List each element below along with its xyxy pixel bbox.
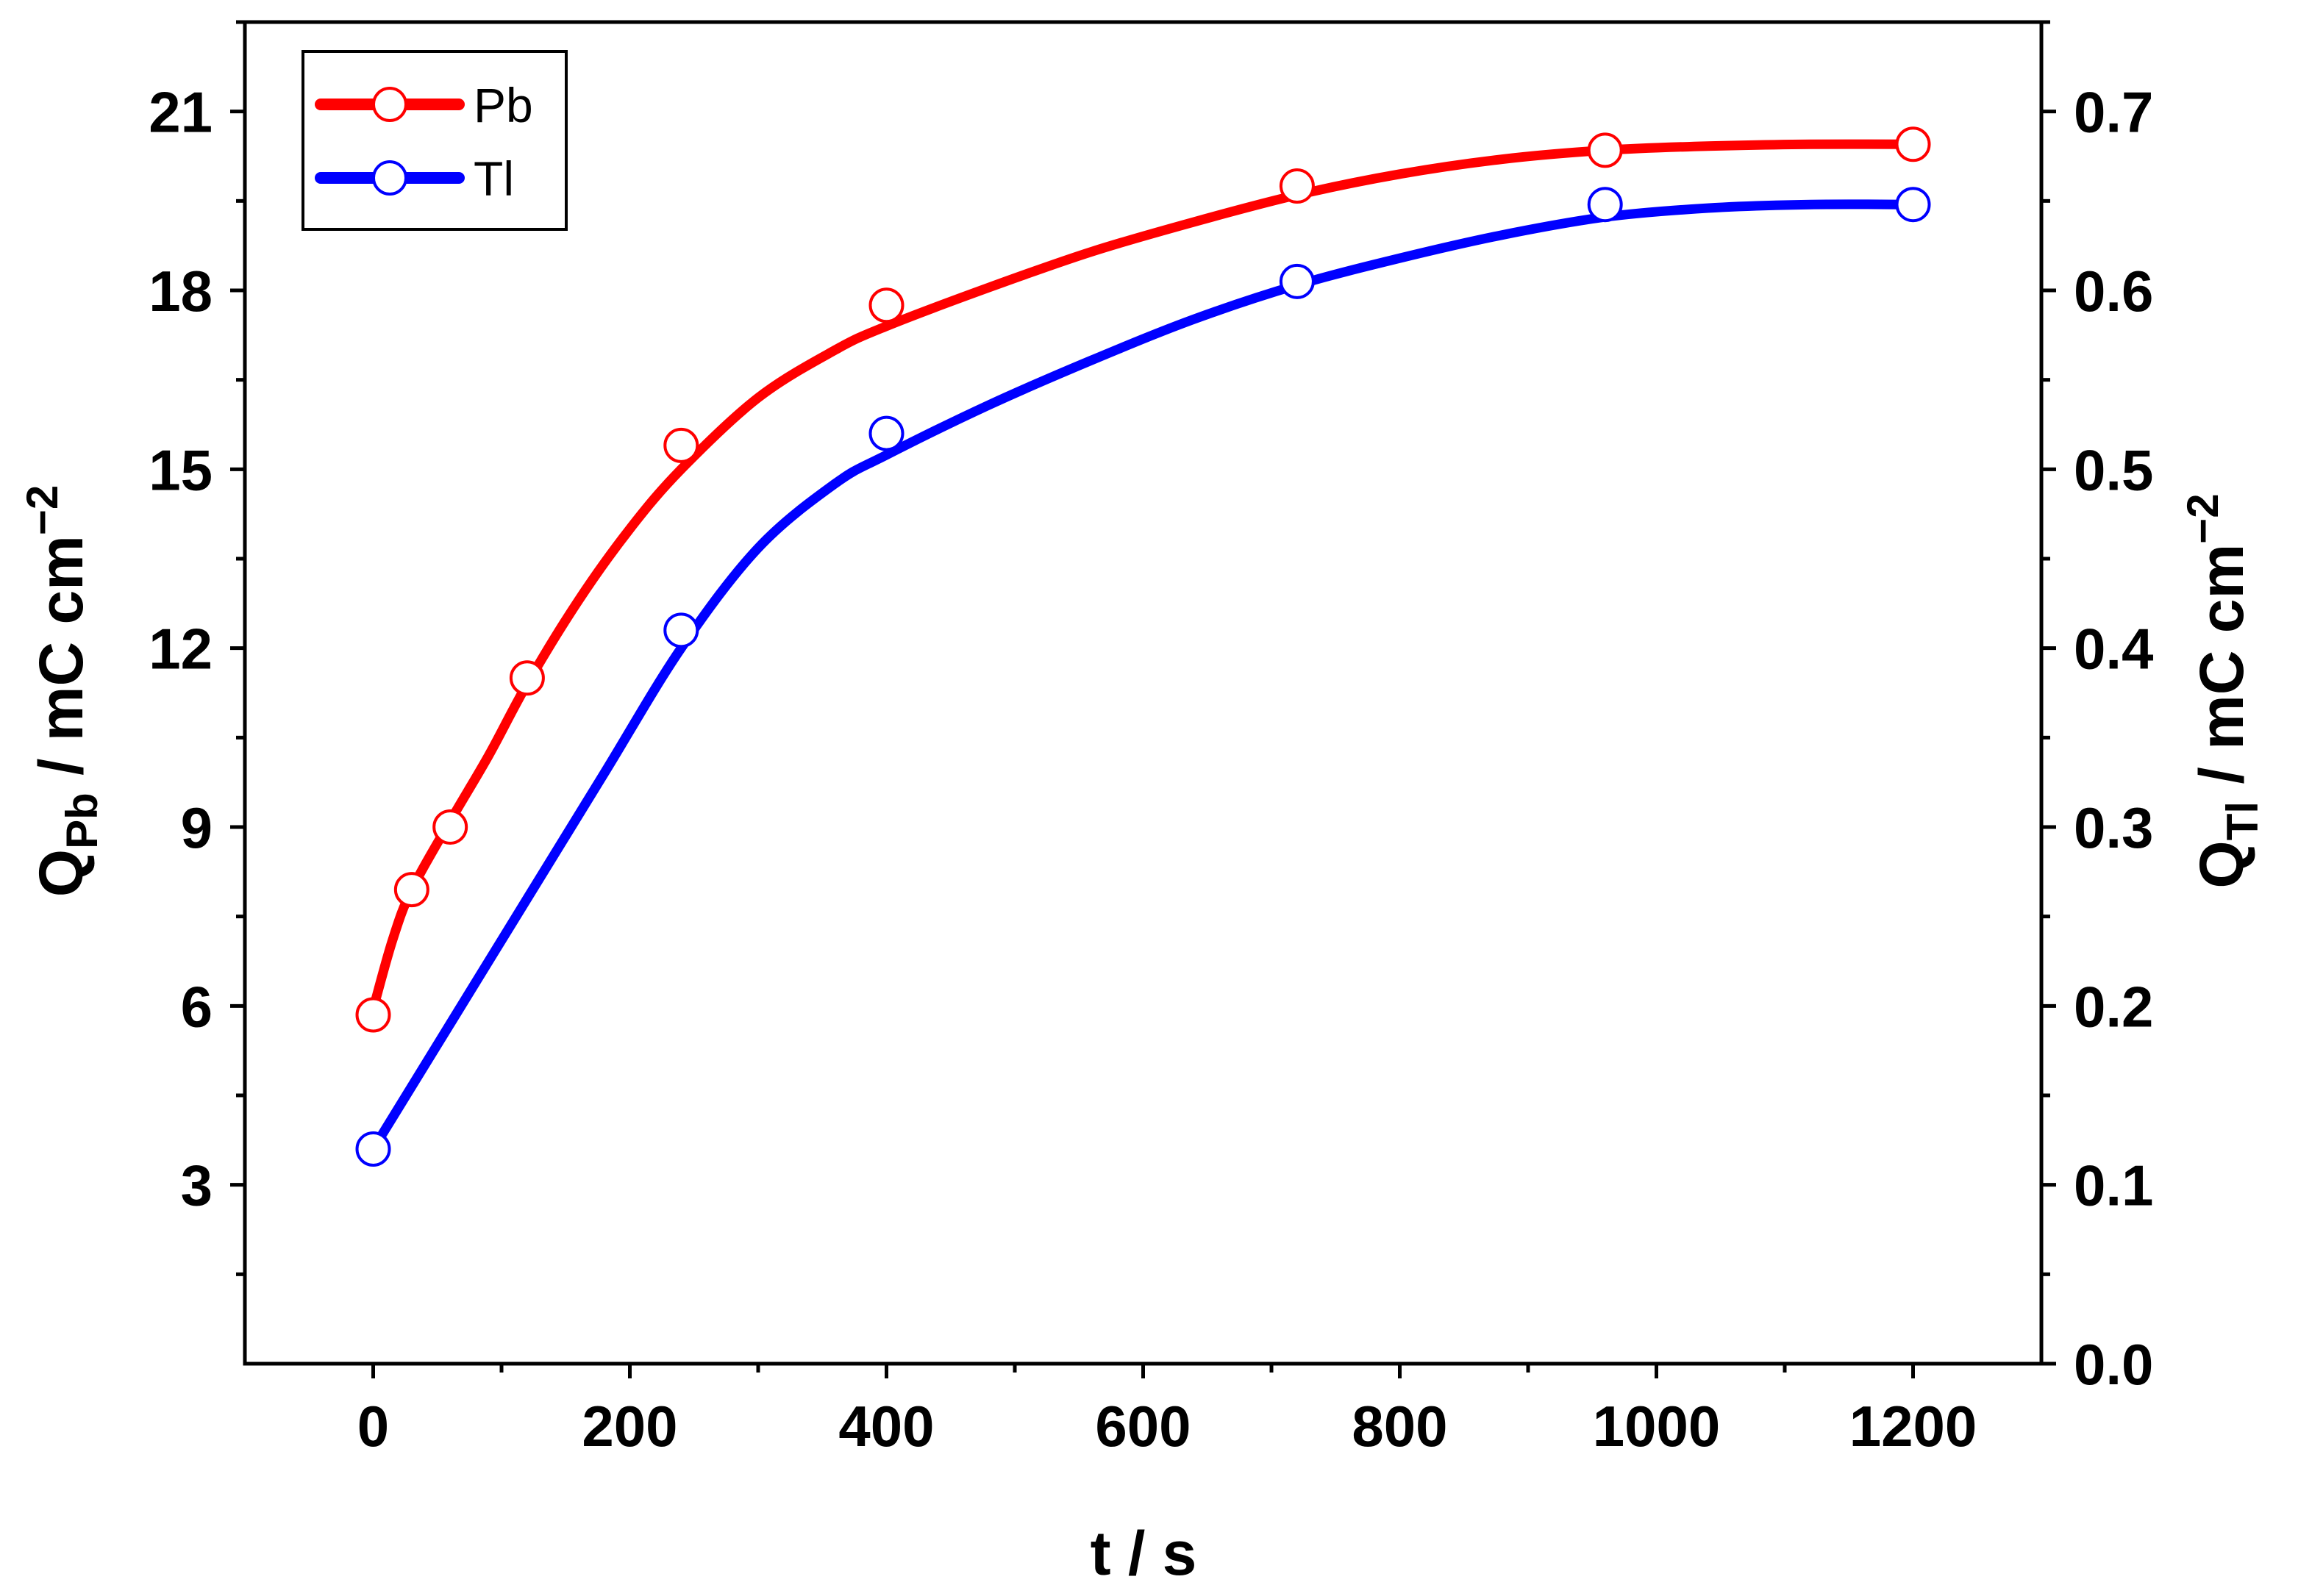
x-tick-label: 1200	[1849, 1394, 1977, 1459]
legend-tl-marker	[372, 160, 407, 196]
series-tl-point	[1895, 187, 1931, 223]
y-right-tick-label: 0.4	[2074, 617, 2153, 681]
y-left-tick-label: 9	[181, 795, 213, 860]
x-tick-label: 600	[1095, 1394, 1191, 1459]
y-left-tick-label: 21	[149, 80, 213, 145]
legend-pb-marker	[372, 87, 407, 122]
x-tick-label: 800	[1352, 1394, 1447, 1459]
y-left-tick-label: 12	[149, 617, 213, 681]
series-pb-point	[1279, 168, 1315, 204]
x-tick-label: 0	[357, 1394, 389, 1459]
y-right-sup: −2	[2178, 493, 2227, 543]
axes-layer: 0 200 400 600 800 1000 1200 3 6 9 12 15 18 21 0.0 0.1 0.…	[149, 20, 2153, 1459]
x-tick-label: 400	[838, 1394, 934, 1459]
legend-tl-label: Tl	[474, 151, 514, 206]
y-left-sub: Pb	[57, 792, 107, 849]
y-right-q: Q	[2187, 840, 2256, 888]
series-pb-point	[663, 427, 699, 463]
series-tl-point	[355, 1131, 391, 1167]
y-right-tick-label: 0.2	[2074, 974, 2153, 1039]
series-pb-point	[509, 660, 545, 696]
series-pb-point	[1895, 126, 1931, 162]
series-pb-point	[393, 872, 429, 908]
series-tl-point	[1587, 187, 1623, 223]
x-axis-title: t / s	[1091, 1519, 1197, 1588]
series-layer	[355, 126, 1931, 1167]
y-left-tick-label: 3	[181, 1153, 213, 1218]
legend-pb-label: Pb	[474, 78, 533, 132]
y-right-rest: / mC cm	[2187, 544, 2256, 801]
y-right-tick-label: 0.3	[2074, 795, 2153, 860]
series-pb-point	[1587, 132, 1623, 168]
x-tick-label: 1000	[1593, 1394, 1721, 1459]
y-axis-right-title: QTl / mC cm−2	[2178, 493, 2267, 888]
series-pb-point	[355, 997, 391, 1033]
y-right-tick-label: 0.5	[2074, 437, 2153, 502]
series-pb-line	[368, 139, 1918, 1014]
series-tl-line	[368, 199, 1918, 1154]
legend: Pb Tl	[302, 50, 568, 231]
y-left-rest: / mC cm	[26, 535, 96, 792]
y-left-tick-label: 18	[149, 259, 213, 323]
y-left-tick-label: 15	[149, 437, 213, 502]
y-right-tick-label: 0.7	[2074, 80, 2153, 145]
x-tick-label: 200	[582, 1394, 677, 1459]
y-right-tick-label: 0.6	[2074, 259, 2153, 323]
y-right-tick-label: 0.1	[2074, 1153, 2153, 1218]
series-pb-point	[868, 287, 905, 323]
y-left-tick-label: 6	[181, 974, 213, 1039]
series-tl-point	[868, 415, 905, 451]
series-tl-point	[663, 612, 699, 648]
series-pb-point	[432, 809, 468, 845]
y-left-q: Q	[26, 849, 96, 897]
legend-box	[302, 50, 568, 231]
y-axis-left-title: QPb / mC cm−2	[18, 485, 107, 898]
series-tl-point	[1279, 263, 1315, 299]
y-right-sub: Tl	[2218, 801, 2267, 840]
y-left-sup: −2	[18, 485, 67, 535]
y-right-tick-label: 0.0	[2074, 1332, 2153, 1397]
